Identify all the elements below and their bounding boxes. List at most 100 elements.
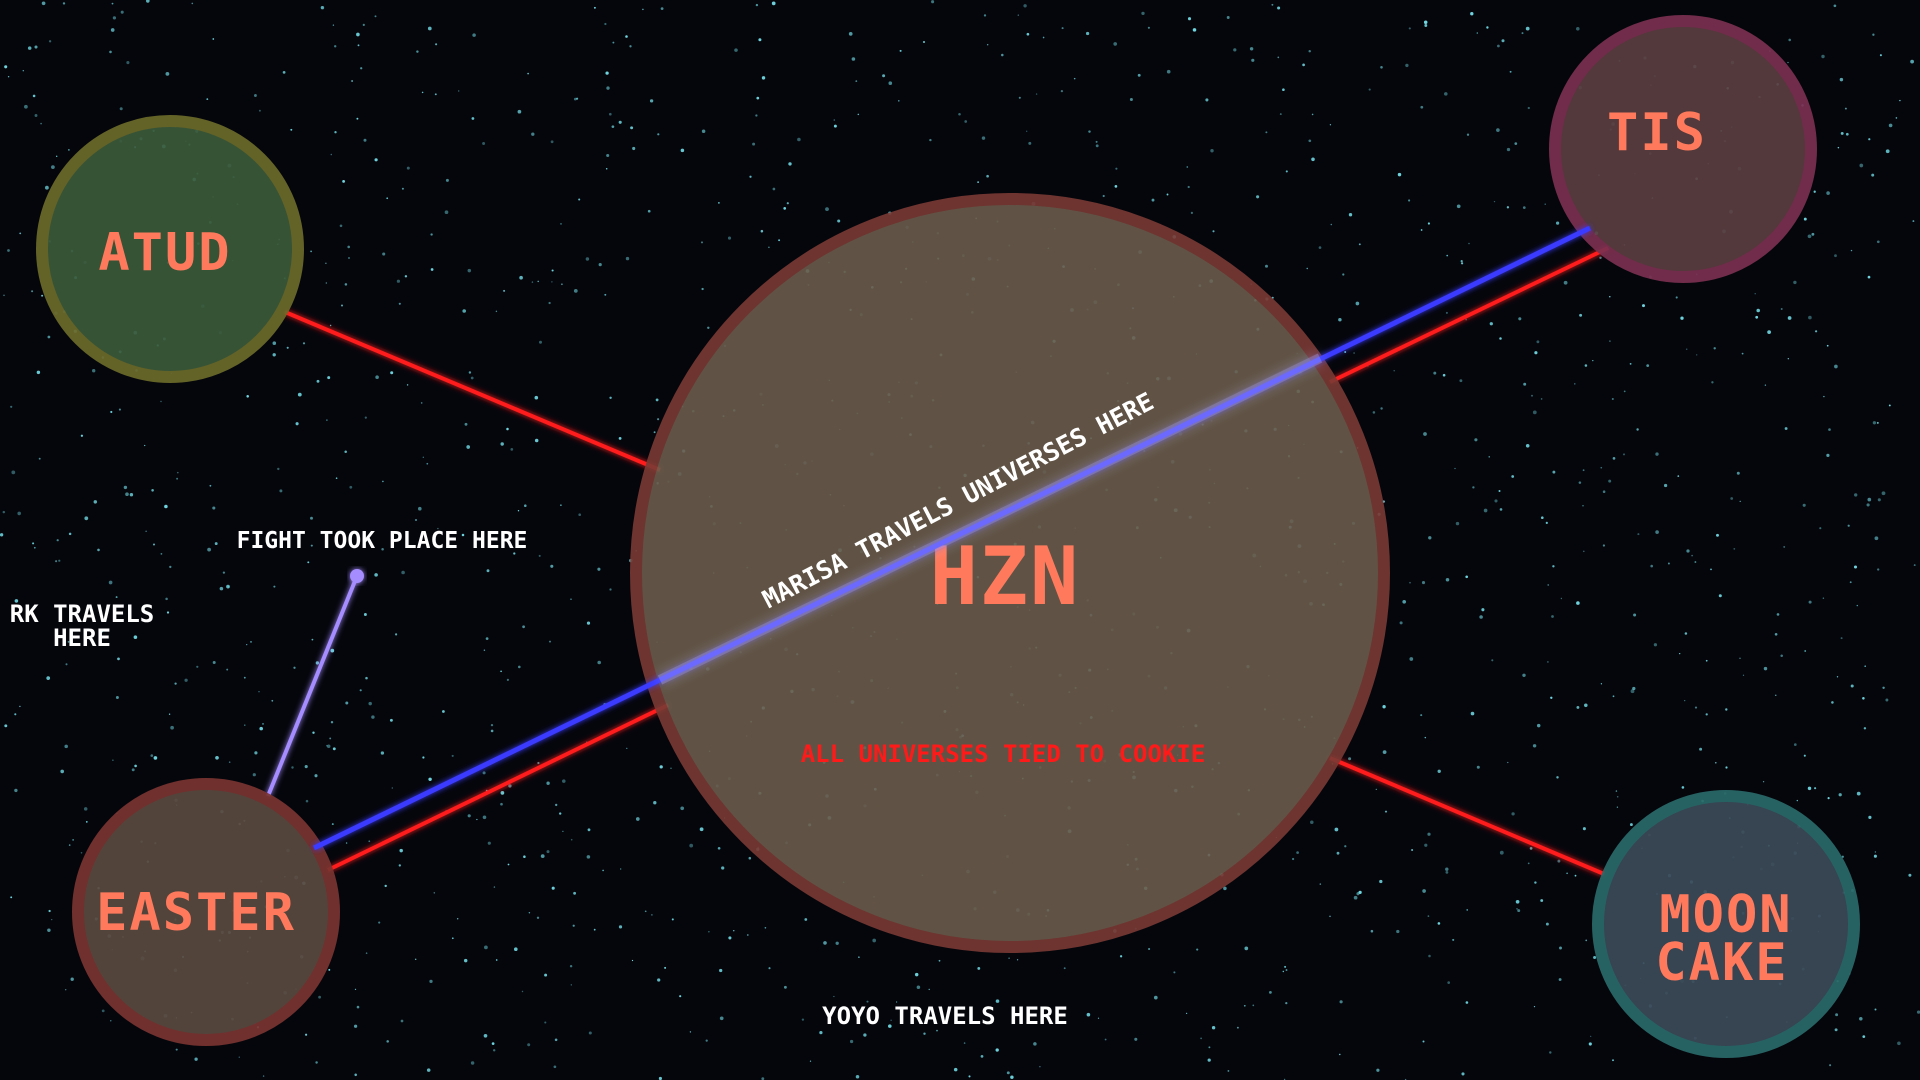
- star: [426, 462, 429, 465]
- star: [390, 371, 394, 375]
- star: [758, 38, 762, 42]
- star: [1783, 545, 1786, 548]
- star: [1339, 1000, 1343, 1004]
- star: [56, 155, 58, 157]
- star: [1847, 524, 1850, 527]
- star: [597, 660, 601, 665]
- star: [1629, 823, 1633, 827]
- star: [1646, 364, 1650, 367]
- star: [1867, 497, 1872, 502]
- planet-atud-label: ATUD: [98, 223, 231, 283]
- star: [363, 138, 367, 142]
- star: [550, 564, 554, 568]
- star: [1853, 565, 1858, 569]
- star: [1424, 843, 1428, 847]
- star: [1479, 615, 1483, 619]
- star: [80, 852, 83, 854]
- star: [17, 511, 22, 516]
- star: [471, 117, 475, 120]
- star: [1716, 533, 1719, 537]
- star: [68, 149, 70, 151]
- star: [539, 340, 542, 344]
- star: [980, 1055, 984, 1058]
- star: [585, 257, 590, 261]
- star: [1879, 54, 1882, 57]
- star: [1496, 128, 1500, 132]
- star: [1129, 98, 1133, 101]
- star: [153, 543, 155, 546]
- star: [1522, 673, 1526, 678]
- star: [1338, 317, 1342, 322]
- star: [1784, 427, 1788, 430]
- star: [1493, 200, 1496, 203]
- star: [578, 513, 582, 517]
- star: [1226, 16, 1230, 19]
- star: [401, 570, 405, 575]
- star: [1609, 340, 1611, 342]
- star: [1736, 471, 1740, 475]
- star: [1279, 113, 1282, 116]
- star: [80, 434, 84, 437]
- star: [112, 16, 117, 20]
- star: [4, 65, 8, 69]
- yoyo-note: YOYO TRAVELS HERE: [822, 1002, 1068, 1030]
- star: [1223, 886, 1227, 891]
- star: [1402, 599, 1407, 604]
- star: [626, 747, 628, 750]
- star: [360, 67, 363, 70]
- star: [1466, 909, 1469, 911]
- star: [1540, 398, 1543, 400]
- star: [549, 640, 551, 643]
- star: [819, 1030, 823, 1035]
- star: [778, 239, 781, 242]
- star: [207, 547, 211, 552]
- star: [1691, 554, 1693, 557]
- star: [422, 756, 425, 759]
- star: [1739, 657, 1741, 659]
- star: [1545, 922, 1549, 926]
- star: [1212, 230, 1215, 233]
- star: [1803, 754, 1806, 757]
- star: [1527, 862, 1530, 865]
- star: [1445, 311, 1448, 314]
- star: [304, 765, 308, 769]
- star: [1876, 421, 1879, 424]
- star: [36, 370, 41, 375]
- star: [1088, 130, 1091, 133]
- star: [92, 369, 96, 373]
- star: [384, 884, 387, 888]
- star: [1319, 883, 1322, 885]
- star: [209, 484, 212, 487]
- star: [1864, 665, 1866, 667]
- star: [1344, 845, 1347, 848]
- star: [1534, 351, 1538, 355]
- star: [1793, 280, 1797, 285]
- planet-atud: ATUD: [36, 115, 304, 383]
- star: [1585, 939, 1588, 942]
- star: [848, 32, 853, 36]
- star: [348, 257, 350, 259]
- star: [150, 754, 154, 757]
- star: [598, 263, 602, 267]
- star: [1547, 584, 1549, 586]
- star: [1681, 786, 1685, 789]
- star: [540, 854, 545, 858]
- star: [804, 918, 808, 921]
- star: [10, 405, 13, 408]
- star: [508, 784, 512, 788]
- star: [1718, 594, 1722, 598]
- fight-marker: [350, 569, 364, 583]
- star: [1612, 1059, 1614, 1062]
- star: [717, 846, 721, 850]
- star: [326, 419, 328, 421]
- star: [1285, 1001, 1288, 1005]
- star: [10, 896, 13, 899]
- star: [734, 48, 738, 52]
- star: [1623, 390, 1626, 393]
- star: [837, 219, 841, 223]
- star: [48, 909, 51, 913]
- star: [1285, 170, 1288, 173]
- star: [374, 158, 378, 162]
- star: [349, 485, 353, 489]
- star: [1558, 978, 1562, 981]
